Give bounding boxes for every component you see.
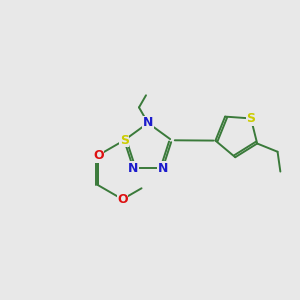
- Text: S: S: [120, 134, 129, 147]
- Text: S: S: [246, 112, 255, 125]
- Text: O: O: [117, 193, 128, 206]
- Text: N: N: [143, 116, 153, 130]
- Text: O: O: [93, 149, 104, 162]
- Text: N: N: [158, 162, 168, 175]
- Text: N: N: [128, 162, 139, 175]
